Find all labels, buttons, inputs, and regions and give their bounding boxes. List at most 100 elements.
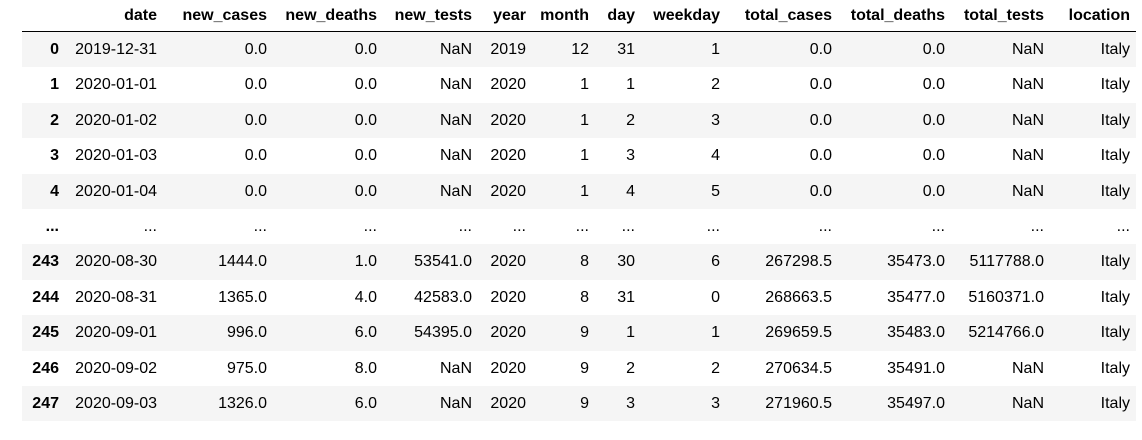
table-cell: ... bbox=[818, 218, 832, 236]
table-cell: 0 bbox=[711, 288, 720, 306]
table-cell: Italy bbox=[1100, 111, 1130, 129]
table-cell: 975.0 bbox=[226, 359, 267, 377]
table-cell: 270634.5 bbox=[765, 359, 832, 377]
table-cell: 2020 bbox=[490, 182, 526, 200]
table-cell: 1.0 bbox=[354, 253, 377, 271]
table-cell: 2 bbox=[626, 359, 635, 377]
table-cell: 0.0 bbox=[354, 182, 377, 200]
table-cell: 0.0 bbox=[354, 76, 377, 94]
table-cell: 2020 bbox=[490, 288, 526, 306]
column-header-weekday: weekday bbox=[641, 0, 726, 32]
table-cell: 6.0 bbox=[354, 324, 377, 342]
row-index: 1 bbox=[50, 76, 59, 94]
table-row: 4 2020-01-04 0.0 0.0 NaN 2020 1 4 5 0.0 0.0 NaN Ital… bbox=[22, 173, 1136, 210]
table-cell: 9 bbox=[580, 395, 589, 413]
table-cell: 1 bbox=[711, 41, 720, 58]
table-cell: 0.0 bbox=[244, 76, 267, 94]
table-cell: 5117788.0 bbox=[969, 253, 1044, 271]
table-cell: Italy bbox=[1100, 324, 1130, 342]
column-header-date: date bbox=[65, 0, 163, 32]
table-cell: ... bbox=[575, 218, 589, 236]
table-cell: ... bbox=[143, 218, 157, 236]
table-cell: 1 bbox=[626, 76, 635, 94]
table-cell: 3 bbox=[626, 147, 635, 165]
table-cell: 54395.0 bbox=[414, 324, 472, 342]
table-cell: 2020-09-02 bbox=[75, 359, 157, 377]
table-cell: 0.0 bbox=[922, 147, 945, 165]
table-cell: 0.0 bbox=[809, 41, 832, 58]
table-cell: 2 bbox=[711, 359, 720, 377]
table-cell: 0.0 bbox=[354, 111, 377, 129]
table-cell: 8 bbox=[580, 253, 589, 271]
table-cell: NaN bbox=[439, 76, 472, 94]
table-cell: 9 bbox=[580, 359, 589, 377]
table-cell: 4.0 bbox=[354, 288, 377, 306]
column-header-total-cases: total_cases bbox=[726, 0, 838, 32]
table-cell: 9 bbox=[580, 324, 589, 342]
column-header-location: location bbox=[1050, 0, 1136, 32]
table-cell: 2020 bbox=[490, 395, 526, 413]
table-cell: ... bbox=[458, 218, 472, 236]
table-cell: 996.0 bbox=[226, 324, 267, 342]
table-cell: 2020-01-01 bbox=[75, 76, 157, 94]
table-cell: 1444.0 bbox=[218, 253, 267, 271]
table-cell: NaN bbox=[1011, 147, 1044, 165]
table-cell: 0.0 bbox=[809, 76, 832, 94]
table-cell: 1 bbox=[580, 111, 589, 129]
table-cell: 5160371.0 bbox=[968, 288, 1044, 306]
column-header-year: year bbox=[478, 0, 532, 32]
table-row: 245 2020-09-01 996.0 6.0 54395.0 2020 9 1 1 26965… bbox=[22, 315, 1136, 351]
table-cell: 3 bbox=[711, 395, 720, 413]
table-cell: 0.0 bbox=[922, 76, 945, 94]
table-cell: 5 bbox=[711, 182, 720, 200]
table-cell: 4 bbox=[711, 147, 720, 165]
row-index: 3 bbox=[50, 147, 59, 165]
table-cell: 1365.0 bbox=[218, 288, 267, 306]
table-cell: 1 bbox=[626, 324, 635, 342]
table-row: 243 2020-08-30 1444.0 1.0 53541.0 2020 8 30 6 267… bbox=[22, 244, 1136, 280]
table-cell: Italy bbox=[1100, 288, 1130, 306]
column-header-month: month bbox=[532, 0, 595, 32]
table-cell: 2 bbox=[626, 111, 635, 129]
table-cell: 2020-01-04 bbox=[75, 182, 157, 200]
table-cell: NaN bbox=[1011, 76, 1044, 94]
table-cell: 0.0 bbox=[809, 182, 832, 200]
table-cell: 268663.5 bbox=[765, 288, 832, 306]
column-header-total-tests: total_tests bbox=[951, 0, 1050, 32]
table-cell: 1326.0 bbox=[218, 395, 267, 413]
table-cell: 2020 bbox=[490, 76, 526, 94]
table-cell: 35477.0 bbox=[887, 288, 945, 306]
table-cell: 12 bbox=[571, 41, 589, 58]
table-cell: 35491.0 bbox=[887, 359, 945, 377]
table-cell: 35483.0 bbox=[887, 324, 945, 342]
table-cell: Italy bbox=[1100, 253, 1130, 271]
column-header-new-tests: new_tests bbox=[383, 0, 478, 32]
row-index: 4 bbox=[50, 182, 59, 200]
table-cell: ... bbox=[512, 218, 526, 236]
table-row: 1 2020-01-01 0.0 0.0 NaN 2020 1 1 2 0.0 0.0 NaN Ital… bbox=[22, 67, 1136, 103]
table-cell: 2020-01-02 bbox=[75, 111, 157, 129]
table-cell: 35497.0 bbox=[887, 395, 945, 413]
table-cell: 6 bbox=[711, 253, 720, 271]
table-cell: ... bbox=[931, 218, 945, 236]
dataframe-output: date new_cases new_deaths new_tests year mont… bbox=[22, 0, 1136, 422]
table-cell: Italy bbox=[1100, 41, 1130, 58]
table-cell: ... bbox=[363, 218, 377, 236]
table-cell: 0.0 bbox=[354, 41, 377, 58]
table-cell: 2020 bbox=[490, 324, 526, 342]
table-cell: 31 bbox=[617, 41, 635, 58]
column-header-new-deaths: new_deaths bbox=[273, 0, 383, 32]
table-cell: 0.0 bbox=[354, 147, 377, 165]
table-cell: NaN bbox=[1011, 395, 1044, 413]
table-cell: NaN bbox=[1011, 41, 1044, 58]
table-cell: NaN bbox=[439, 182, 472, 200]
table-cell: 8 bbox=[580, 288, 589, 306]
table-cell: 2020-08-30 bbox=[75, 253, 157, 271]
row-index: 243 bbox=[32, 253, 59, 271]
row-index: ... bbox=[45, 218, 59, 236]
table-cell: ... bbox=[706, 218, 720, 236]
table-cell: Italy bbox=[1100, 76, 1130, 94]
table-cell: 271960.5 bbox=[765, 395, 832, 413]
table-cell: NaN bbox=[1011, 359, 1044, 377]
table-header: date new_cases new_deaths new_tests year mont… bbox=[22, 0, 1136, 32]
